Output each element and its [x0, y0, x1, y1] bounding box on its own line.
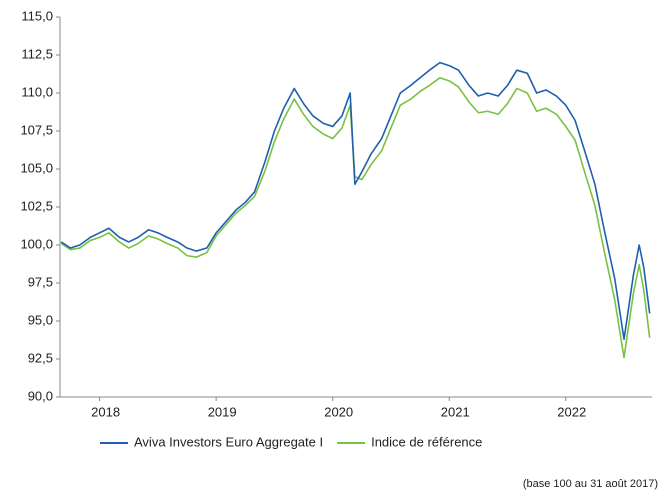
y-tick-label: 110,0	[21, 84, 53, 99]
x-tick-label: 2021	[441, 404, 470, 419]
y-tick-label: 107,5	[20, 122, 53, 137]
x-tick-label: 2019	[208, 404, 237, 419]
y-tick-label: 112,5	[21, 46, 53, 61]
legend-label: Indice de référence	[371, 434, 482, 449]
y-tick-label: 97,5	[28, 274, 53, 289]
x-tick-label: 2018	[91, 404, 120, 419]
y-tick-label: 90,0	[28, 388, 53, 403]
caption: (base 100 au 31 août 2017)	[523, 478, 658, 490]
y-tick-label: 115,0	[21, 8, 53, 23]
y-tick-label: 95,0	[28, 312, 53, 327]
series-line	[60, 77, 651, 359]
x-tick-label: 2020	[324, 404, 353, 419]
y-tick-label: 102,5	[20, 198, 53, 213]
y-tick-label: 92,5	[28, 350, 53, 365]
series-line	[60, 61, 651, 341]
y-tick-label: 105,0	[20, 160, 53, 175]
legend-label: Aviva Investors Euro Aggregate I	[134, 434, 323, 449]
y-tick-label: 100,0	[20, 236, 53, 251]
x-tick-label: 2022	[557, 404, 586, 419]
